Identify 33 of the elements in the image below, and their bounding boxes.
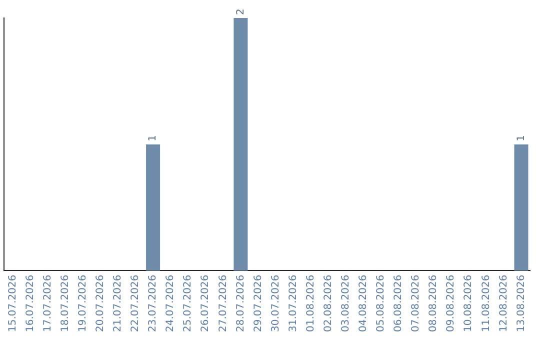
x-tick-label: 10.08.2026 xyxy=(463,274,474,332)
x-tick-label: 05.08.2026 xyxy=(376,274,387,332)
x-tick-label: 18.07.2026 xyxy=(60,274,71,332)
x-tick-label: 31.07.2026 xyxy=(288,274,299,332)
x-tick-label: 29.07.2026 xyxy=(252,274,264,332)
x-tick-label: 01.08.2026 xyxy=(305,274,316,332)
x-tick-label: 07.08.2026 xyxy=(410,274,422,332)
x-tick-label: 28.07.2026 xyxy=(235,274,246,332)
x-tick-label: 06.08.2026 xyxy=(393,274,404,332)
x-tick-label: 13.08.2026 xyxy=(516,274,527,332)
x-tick-label: 30.07.2026 xyxy=(270,274,282,332)
x-tick-label: 24.07.2026 xyxy=(165,274,176,332)
x-tick-label: 27.07.2026 xyxy=(218,274,229,332)
x-tick-label: 09.08.2026 xyxy=(446,274,457,332)
x-tick-label: 17.07.2026 xyxy=(42,274,54,332)
x-tick-label: 25.07.2026 xyxy=(182,274,194,332)
x-tick-label: 03.08.2026 xyxy=(340,274,352,332)
x-tick-label: 22.07.2026 xyxy=(130,274,142,332)
data-label: 2 xyxy=(235,8,246,15)
x-tick-label: 26.07.2026 xyxy=(200,274,212,332)
data-label: 1 xyxy=(516,134,527,142)
x-tick-label: 16.07.2026 xyxy=(24,274,36,332)
x-tick-label: 23.07.2026 xyxy=(148,274,159,332)
x-tick-label: 04.08.2026 xyxy=(358,274,370,332)
x-tick-label: 20.07.2026 xyxy=(95,274,106,332)
x-tick-label: 08.08.2026 xyxy=(428,274,440,332)
x-tick-label: 15.07.2026 xyxy=(7,274,18,332)
x-tick-label: 12.08.2026 xyxy=(498,274,510,332)
x-tick-label: 02.08.2026 xyxy=(322,274,334,332)
x-tick-label: 11.08.2026 xyxy=(480,274,492,332)
x-tick-label: 19.07.2026 xyxy=(77,274,88,332)
data-label: 1 xyxy=(148,134,159,142)
x-tick-label: 21.07.2026 xyxy=(112,274,124,332)
